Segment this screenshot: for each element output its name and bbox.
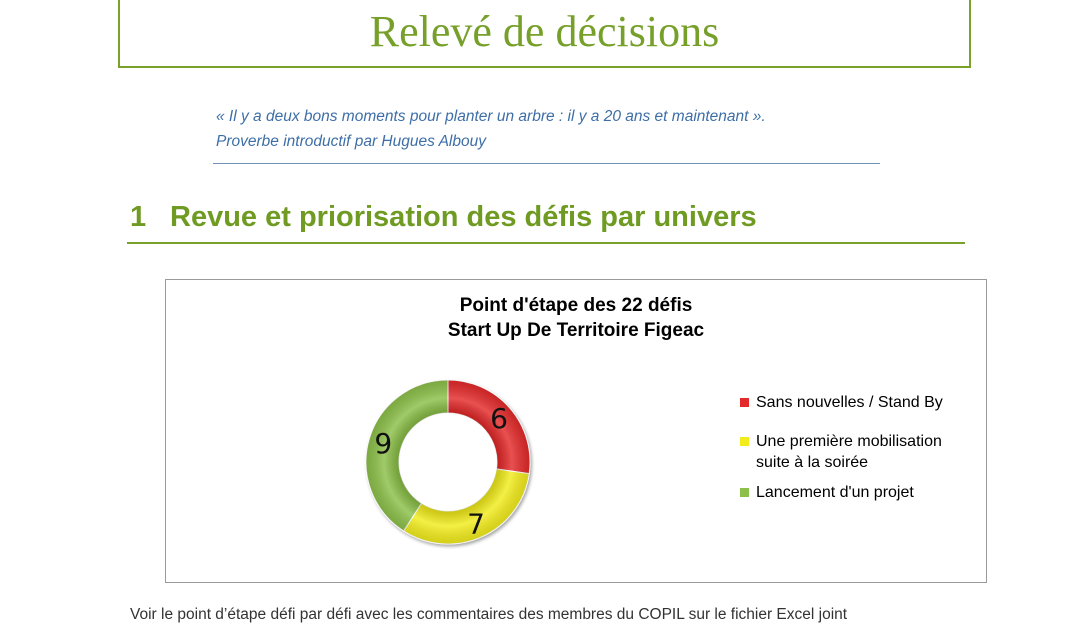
intro-quote: « Il y a deux bons moments pour planter …	[216, 104, 896, 154]
quote-line-2: Proverbe introductif par Hugues Albouy	[216, 133, 486, 150]
legend-label: Lancement d'un projet	[756, 484, 914, 501]
legend-label-line: Une première mobilisation	[756, 433, 942, 450]
title-box: Relevé de décisions	[118, 0, 971, 68]
legend-swatch-red	[740, 398, 749, 407]
chart-container: Point d'étape des 22 défis Start Up De T…	[165, 279, 987, 583]
section-divider	[127, 242, 965, 244]
data-label: 9	[374, 427, 392, 460]
data-label: 7	[467, 507, 485, 540]
legend-item: Une première mobilisation suite à la soi…	[740, 431, 980, 473]
legend-item: Sans nouvelles / Stand By	[740, 392, 980, 413]
legend-item: Lancement d'un projet	[740, 482, 980, 503]
legend-swatch-green	[740, 488, 749, 497]
section-title: Revue et priorisation des défis par univ…	[170, 201, 757, 233]
chart-title: Point d'étape des 22 défis	[459, 295, 693, 316]
legend-label-line: suite à la soirée	[756, 454, 869, 471]
footer-note: Voir le point d’étape défi par défi avec…	[130, 606, 848, 623]
chart-legend: Sans nouvelles / Stand By Une première m…	[740, 392, 980, 512]
quote-line-1: « Il y a deux bons moments pour planter …	[216, 108, 766, 125]
data-label: 6	[490, 402, 508, 435]
section-heading: 1 Revue et priorisation des défis par uni…	[130, 198, 757, 236]
page-title: Relevé de décisions	[369, 7, 720, 56]
quote-divider	[213, 163, 880, 164]
chart-subtitle: Start Up De Territoire Figeac	[447, 320, 705, 341]
legend-swatch-yellow	[740, 437, 749, 446]
chart-title-block: Point d'étape des 22 défis Start Up De T…	[166, 293, 986, 343]
section-number: 1	[130, 201, 147, 233]
legend-label: Sans nouvelles / Stand By	[756, 394, 943, 411]
